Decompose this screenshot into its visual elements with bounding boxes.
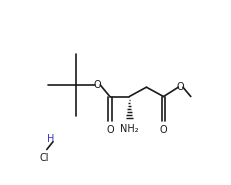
Text: NH₂: NH₂ <box>120 124 139 134</box>
Text: O: O <box>94 80 101 90</box>
Text: O: O <box>177 82 185 92</box>
Text: H: H <box>47 134 54 144</box>
Text: Cl: Cl <box>40 153 49 163</box>
Text: O: O <box>106 125 114 134</box>
Text: O: O <box>160 125 167 134</box>
